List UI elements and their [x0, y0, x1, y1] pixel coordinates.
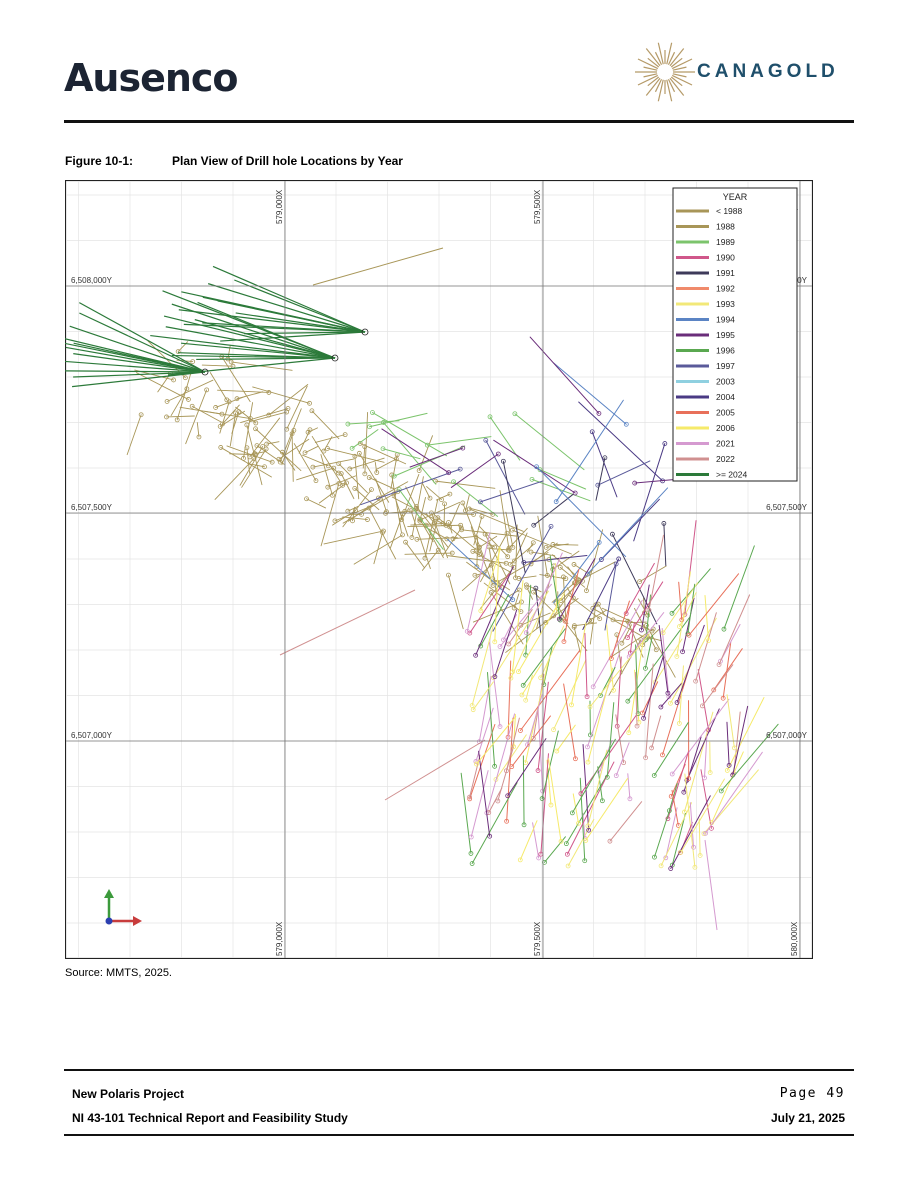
x-label-bottom-579000: 579,000X: [275, 921, 284, 956]
header-rule: [64, 120, 854, 123]
legend-label-9: 1996: [716, 346, 735, 356]
x-label-bottom-579500: 579,500X: [533, 921, 542, 956]
drill-hole-traces: [65, 247, 779, 931]
footer-date: July 21, 2025: [770, 1111, 845, 1125]
legend-label-14: 2006: [716, 423, 735, 433]
x-label-bottom-580000: 580,000X: [790, 921, 799, 956]
legend-label-5: 1992: [716, 284, 735, 294]
y-label-right-6507500: 6,507,500Y: [766, 503, 808, 512]
legend-label-7: 1994: [716, 315, 735, 325]
footer-page-number: Page 49: [779, 1086, 845, 1101]
footer-report-title: NI 43-101 Technical Report and Feasibili…: [72, 1111, 348, 1125]
legend-label-8: 1995: [716, 330, 735, 340]
ausenco-logo: Ausenco: [64, 56, 239, 100]
x-label-top-579000: 579,000X: [275, 189, 284, 224]
footer-rule-bottom: [64, 1134, 854, 1136]
footer-project: New Polaris Project: [72, 1087, 185, 1101]
y-label-right-6507000: 6,507,000Y: [766, 731, 808, 740]
legend-label-0: < 1988: [716, 206, 743, 216]
year-legend: YEAR < 1988 1988 1989 1990 1991 1992 1993 1994 1…: [672, 187, 798, 482]
legend-title: YEAR: [723, 192, 748, 202]
legend-label-16: 2022: [716, 454, 735, 464]
legend-label-12: 2004: [716, 392, 735, 402]
legend-label-2: 1989: [716, 237, 735, 247]
drillhole-plan-map: 579,000X 579,500X 580,000X 579,000X 579,…: [65, 180, 813, 959]
y-label-left-6508000: 6,508,000Y: [71, 276, 113, 285]
figure-label: Figure 10-1:: [65, 154, 134, 168]
axis-orientation-icon: [104, 889, 142, 926]
legend-label-4: 1991: [716, 268, 735, 278]
y-label-left-6507500: 6,507,500Y: [71, 503, 113, 512]
x-label-top-579500: 579,500X: [533, 189, 542, 224]
legend-label-3: 1990: [716, 253, 735, 263]
figure-source: Source: MMTS, 2025.: [65, 967, 172, 979]
legend-label-6: 1993: [716, 299, 735, 309]
footer-rule-top: [64, 1069, 854, 1071]
legend-label-15: 2021: [716, 439, 735, 449]
legend-label-10: 1997: [716, 361, 735, 371]
legend-label-17: >= 2024: [716, 470, 747, 480]
legend-label-11: 2003: [716, 377, 735, 387]
canagold-logo: CANAGOLD: [697, 61, 839, 82]
canagold-sunburst-icon: [635, 42, 695, 102]
legend-label-13: 2005: [716, 408, 735, 418]
figure-title: Plan View of Drill hole Locations by Yea…: [172, 154, 403, 168]
y-label-left-6507000: 6,507,000Y: [71, 731, 113, 740]
legend-label-1: 1988: [716, 222, 735, 232]
